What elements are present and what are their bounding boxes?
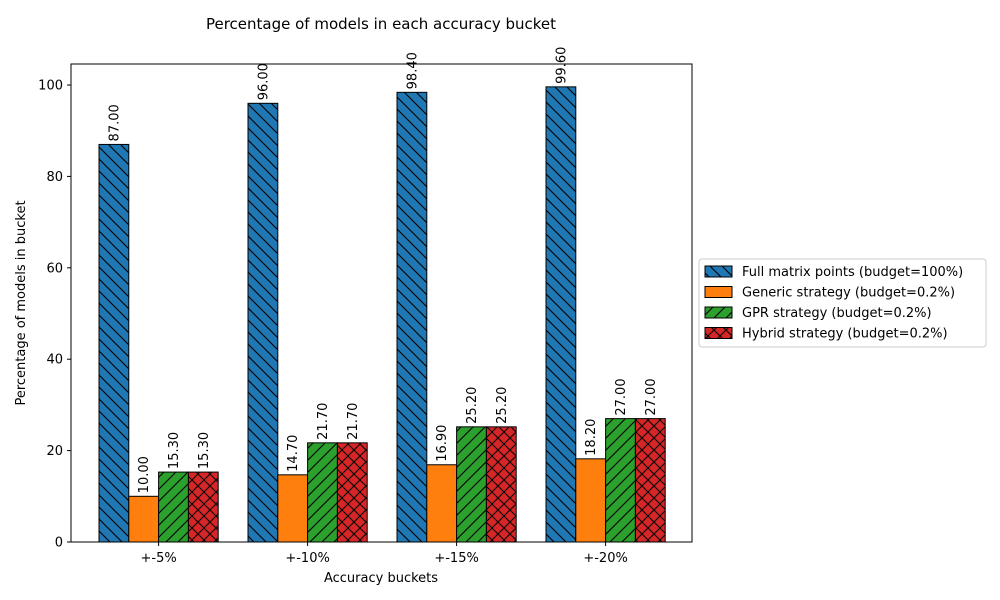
x-tick-label: +-5% [140, 551, 176, 566]
data-label: 10.00 [137, 456, 152, 493]
bar-hatch [337, 442, 368, 542]
data-label: 27.00 [614, 378, 629, 415]
bar-hatch [307, 442, 338, 542]
x-axis-label: Accuracy buckets [324, 571, 438, 586]
bar-hatch [99, 144, 129, 543]
bar-hatch [546, 86, 576, 543]
y-tick-label: 0 [55, 536, 63, 551]
y-axis-label: Percentage of models in bucket [14, 200, 29, 405]
data-label: 15.30 [167, 432, 182, 469]
legend-swatch-outline [704, 306, 733, 319]
data-label: 16.90 [435, 425, 450, 462]
data-label: 21.70 [316, 403, 331, 440]
legend-swatch-outline [704, 286, 733, 298]
data-label: 27.00 [644, 378, 659, 415]
legend-label: Generic strategy (budget=0.2%) [742, 286, 955, 301]
bar-hatch [456, 426, 487, 542]
y-tick-label: 80 [46, 170, 63, 185]
data-label: 25.20 [495, 387, 510, 424]
bar-hatch [635, 418, 666, 542]
plot-frame [70, 63, 693, 543]
data-label: 99.60 [554, 47, 569, 84]
legend-swatch-outline [704, 265, 733, 278]
value-labels-layer: 87.00 96.00 98.40 99.60 10.00 14.70 16.90 18.20… [107, 47, 658, 494]
y-tick-label: 60 [46, 261, 63, 276]
legend-swatch-hatch [705, 327, 732, 339]
data-label: 98.40 [405, 52, 420, 89]
data-label: 25.20 [465, 387, 480, 424]
data-label: 14.70 [286, 435, 301, 472]
legend-swatch-outline [704, 327, 733, 339]
x-tick-label: +-15% [434, 551, 478, 566]
x-tick-label: +-10% [285, 551, 329, 566]
chart-title: Percentage of models in each accuracy bu… [206, 15, 556, 33]
data-label: 87.00 [107, 104, 122, 141]
legend-label: Hybrid strategy (budget=0.2%) [742, 327, 948, 342]
x-tick-label: +-20% [583, 551, 627, 566]
bar [277, 474, 308, 542]
bars-layer [98, 86, 666, 543]
bar-hatch [605, 418, 636, 542]
data-label: 18.20 [584, 419, 599, 456]
legend-label: Full matrix points (budget=100%) [742, 265, 963, 280]
y-tick-label: 40 [46, 353, 63, 368]
data-label: 96.00 [256, 63, 271, 100]
bar [575, 458, 606, 542]
legend-swatch-hatch [705, 307, 732, 318]
bar-hatch [486, 426, 517, 542]
legend-swatch-hatch [705, 266, 732, 277]
bar [426, 464, 457, 542]
legend-box [698, 258, 987, 348]
legend: Full matrix points (budget=100%) Generic … [698, 258, 987, 348]
y-axis: 0 20 40 60 80 100 [38, 79, 71, 551]
y-tick-label: 100 [38, 79, 63, 94]
data-label: 15.30 [197, 432, 212, 469]
bar-hatch [188, 472, 219, 542]
legend-label: GPR strategy (budget=0.2%) [742, 306, 932, 321]
bar-hatch [397, 92, 427, 542]
x-axis: +-5% +-10% +-15% +-20% [140, 542, 628, 566]
legend-swatch [705, 286, 732, 298]
bar-hatch [248, 103, 278, 542]
bar [128, 496, 159, 542]
data-label: 21.70 [346, 403, 361, 440]
bar-hatch [158, 472, 189, 542]
y-tick-label: 20 [46, 444, 63, 459]
